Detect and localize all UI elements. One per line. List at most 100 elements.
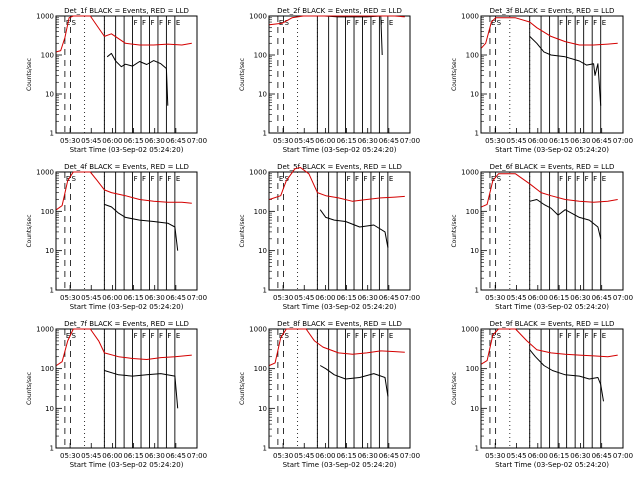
event-marker-label: F [159, 332, 163, 340]
y-axis-label: Counts/sec [451, 372, 458, 405]
event-marker-label: E [602, 332, 606, 340]
y-tick-label: 10 [45, 91, 54, 99]
event-marker-label: E [176, 175, 180, 183]
event-marker-label: F [134, 19, 138, 27]
plot-frame [480, 171, 624, 291]
y-tick-label: 1 [50, 287, 54, 295]
x-tick-label: 07:00 [187, 137, 207, 145]
x-axis-label: Start Time (03-Sep-02 05:24:20) [283, 303, 397, 311]
event-marker-label: F [167, 332, 171, 340]
x-tick-label: 06:45 [592, 452, 612, 460]
y-tick-label: 10 [45, 247, 54, 255]
lld-series-line [56, 171, 192, 211]
marker-label: E [491, 332, 495, 340]
y-tick-label: 100 [254, 52, 267, 60]
event-marker-label: E [176, 332, 180, 340]
lld-series-line [56, 328, 192, 366]
event-marker-label: F [380, 332, 384, 340]
x-tick-label: 06:15 [549, 294, 569, 302]
x-tick-label: 06:00 [102, 294, 122, 302]
marker-label: S [72, 19, 77, 27]
events-series-line [319, 365, 389, 397]
x-tick-label: 07:00 [613, 294, 633, 302]
y-tick-label: 1 [263, 287, 267, 295]
x-tick-label: 06:30 [358, 452, 378, 460]
y-axis-label: Counts/sec [239, 214, 246, 247]
lld-series-line [269, 167, 405, 202]
x-tick-label: 06:45 [592, 294, 612, 302]
y-tick-label: 1 [475, 445, 479, 453]
y-tick-label: 100 [41, 52, 54, 60]
events-series-line [104, 370, 179, 409]
chart-title: Det_7f BLACK = Events, RED = LLD [64, 320, 189, 328]
x-tick-label: 06:30 [358, 294, 378, 302]
event-marker-label: F [150, 332, 154, 340]
chart-panel-2: Det_2f BLACK = Events, RED = LLD 1 10 100 10… [239, 7, 420, 154]
y-tick-label: 10 [470, 247, 479, 255]
x-tick-label: 06:15 [336, 137, 356, 145]
x-tick-label: 06:45 [379, 137, 399, 145]
plot-frame [55, 171, 198, 291]
x-tick-label: 05:30 [485, 294, 505, 302]
x-tick-label: 07:00 [187, 294, 207, 302]
event-marker-label: F [355, 175, 359, 183]
x-tick-label: 05:45 [81, 452, 101, 460]
event-marker-label: F [585, 332, 589, 340]
x-tick-label: 06:00 [102, 137, 122, 145]
event-marker-label: F [347, 175, 351, 183]
x-tick-label: 07:00 [613, 452, 633, 460]
y-tick-label: 1000 [36, 13, 54, 21]
event-marker-label: F [167, 175, 171, 183]
x-axis-label: Start Time (03-Sep-02 05:24:20) [495, 461, 609, 469]
y-tick-label: 100 [466, 208, 479, 216]
marker-label: S [497, 175, 502, 183]
y-tick-label: 1 [50, 130, 54, 138]
marker-label: S [497, 19, 502, 27]
event-marker-label: F [593, 332, 597, 340]
chart-panel-6: Det_6f BLACK = Events, RED = LLD 1 10 100 10… [451, 163, 633, 311]
event-marker-label: E [602, 175, 606, 183]
event-marker-label: E [602, 19, 606, 27]
y-tick-label: 10 [470, 405, 479, 413]
x-tick-label: 05:45 [506, 137, 526, 145]
x-tick-label: 06:45 [379, 294, 399, 302]
x-tick-label: 06:30 [570, 452, 590, 460]
x-tick-label: 06:15 [123, 452, 143, 460]
plot-frame [480, 15, 624, 134]
event-marker-label: F [372, 19, 376, 27]
x-axis-label: Start Time (03-Sep-02 05:24:20) [283, 146, 397, 154]
event-marker-label: F [363, 175, 367, 183]
y-tick-label: 1000 [36, 169, 54, 177]
event-marker-label: F [372, 332, 376, 340]
chart-panel-3: Det_3f BLACK = Events, RED = LLD 1 10 100 10… [451, 7, 633, 154]
marker-label: E [491, 19, 495, 27]
x-tick-label: 05:30 [273, 452, 293, 460]
event-marker-label: F [576, 175, 580, 183]
event-marker-label: F [568, 19, 572, 27]
events-series-line [104, 203, 179, 251]
x-tick-label: 06:00 [315, 452, 335, 460]
x-axis-label: Start Time (03-Sep-02 05:24:20) [283, 461, 397, 469]
marker-label: E [66, 332, 70, 340]
y-axis-label: Counts/sec [26, 214, 33, 247]
x-tick-label: 06:00 [102, 452, 122, 460]
chart-panel-1: Det_1f BLACK = Events, RED = LLD 1 10 100 10… [26, 7, 207, 154]
event-marker-label: F [568, 332, 572, 340]
x-axis-label: Start Time (03-Sep-02 05:24:20) [70, 146, 184, 154]
x-tick-label: 06:30 [145, 137, 165, 145]
marker-label: E [491, 175, 495, 183]
x-tick-label: 06:15 [336, 294, 356, 302]
x-tick-label: 07:00 [400, 452, 420, 460]
plot-frame [268, 171, 411, 291]
event-marker-label: F [142, 332, 146, 340]
marker-label: E [279, 332, 283, 340]
chart-title: Det_6f BLACK = Events, RED = LLD [490, 163, 615, 171]
event-marker-label: F [559, 19, 563, 27]
marker-label: S [72, 175, 77, 183]
plot-frame [480, 328, 624, 449]
x-tick-label: 05:45 [294, 294, 314, 302]
y-tick-label: 100 [254, 208, 267, 216]
y-tick-label: 10 [258, 247, 267, 255]
y-axis-label: Counts/sec [451, 58, 458, 91]
y-tick-label: 10 [470, 91, 479, 99]
